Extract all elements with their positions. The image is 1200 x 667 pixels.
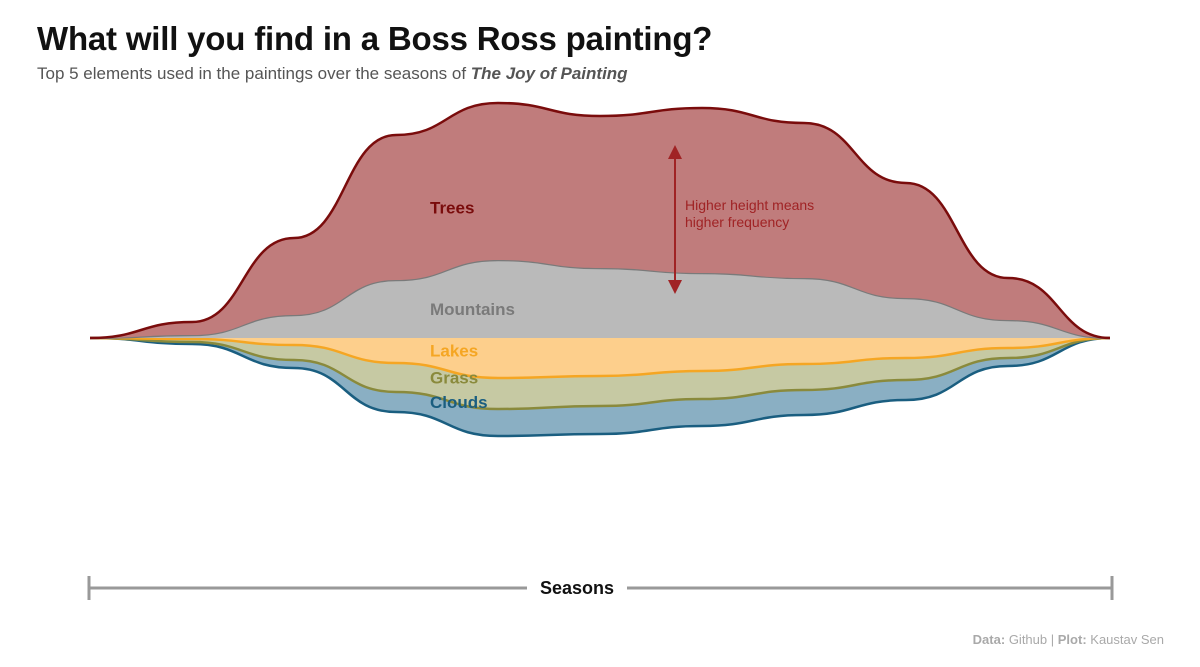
series-labels: Clouds Grass Lakes Mountains Trees [430,199,515,413]
caption-separator: | [1050,632,1055,647]
chart-title: What will you find in a Boss Ross painti… [37,20,713,57]
caption-author: Kaustav Sen [1090,632,1164,647]
series-label-clouds: Clouds [430,393,488,412]
series-label-mountains: Mountains [430,300,515,319]
stream-edge-clouds [89,336,1111,438]
caption-plot-label: Plot: [1057,632,1087,647]
stream-area-lakes [90,338,1110,378]
stream-area-grass [90,338,1110,409]
series-label-trees: Trees [430,199,474,218]
caption-data-source: Github [1008,632,1048,647]
stream-edge-trees [89,101,1111,340]
stream-area-mountains [90,260,1110,338]
stream-layers [89,101,1111,438]
stream-edge-mountains [89,258,1111,340]
caption-data-label: Data: [972,632,1006,647]
annotation-line-2: higher frequency [685,214,789,230]
seasons-axis: Seasons [87,576,1114,600]
subtitle-show-name: The Joy of Painting [470,64,628,83]
stream-edge-grass [89,336,1111,411]
series-label-lakes: Lakes [430,342,478,361]
annotation-line-1: Higher height means [685,197,814,213]
series-label-grass: Grass [430,369,478,388]
subtitle-text: Top 5 elements used in the paintings ove… [37,64,471,83]
stream-area-trees [90,103,1110,338]
height-annotation: Higher height means higher frequency [668,145,814,294]
stream-edge-lakes [89,336,1111,380]
chart-subtitle: Top 5 elements used in the paintings ove… [37,64,628,84]
source-caption: Data: Github | Plot: Kaustav Sen [973,632,1164,647]
stream-area-clouds [90,338,1110,436]
x-axis-label: Seasons [540,578,614,598]
